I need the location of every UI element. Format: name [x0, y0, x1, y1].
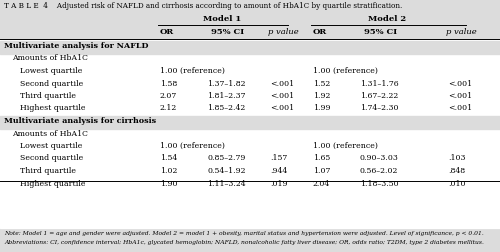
Text: OR: OR [160, 28, 174, 36]
Text: Amounts of HbA1C: Amounts of HbA1C [12, 54, 88, 62]
Bar [0, 41, 500, 53]
Text: <.001: <.001 [270, 92, 294, 100]
Bar [0, 230, 500, 252]
Text: 1.65: 1.65 [313, 154, 330, 163]
Bar [0, 14, 500, 27]
Text: p value: p value [268, 28, 299, 36]
Text: Lowest quartile: Lowest quartile [20, 67, 82, 75]
Text: 0.54–1.92: 0.54–1.92 [207, 167, 246, 175]
Text: Third quartile: Third quartile [20, 92, 76, 100]
Text: Multivariate analysis for cirrhosis: Multivariate analysis for cirrhosis [4, 117, 156, 125]
Bar [0, 40, 500, 228]
Text: Model 1: Model 1 [203, 15, 241, 23]
Bar [0, 0, 500, 14]
Text: 0.90–3.03: 0.90–3.03 [360, 154, 399, 163]
Text: Second quartile: Second quartile [20, 79, 83, 87]
Text: 1.37–1.82: 1.37–1.82 [207, 79, 246, 87]
Text: 0.85–2.79: 0.85–2.79 [207, 154, 246, 163]
Text: p value: p value [446, 28, 477, 36]
Text: Highest quartile: Highest quartile [20, 179, 86, 187]
Text: .019: .019 [270, 179, 287, 187]
Text: 95% CI: 95% CI [211, 28, 244, 36]
Text: 1.00 (reference): 1.00 (reference) [313, 67, 378, 75]
Text: 1.85–2.42: 1.85–2.42 [207, 105, 245, 112]
Text: Second quartile: Second quartile [20, 154, 83, 163]
Text: 95% CI: 95% CI [364, 28, 397, 36]
Text: Multivariate analysis for NAFLD: Multivariate analysis for NAFLD [4, 42, 148, 50]
Text: .848: .848 [448, 167, 465, 175]
Bar [0, 116, 500, 129]
Text: 1.90: 1.90 [160, 179, 178, 187]
Text: 0.56–2.02: 0.56–2.02 [360, 167, 399, 175]
Text: Lowest quartile: Lowest quartile [20, 142, 82, 150]
Text: 1.00 (reference): 1.00 (reference) [160, 67, 225, 75]
Text: <.001: <.001 [448, 105, 472, 112]
Bar [0, 27, 500, 40]
Text: 1.07: 1.07 [313, 167, 330, 175]
Text: .103: .103 [448, 154, 466, 163]
Text: Abbreviations: CI, confidence interval; HbA1c, glycated hemoglobin; NAFLD, nonal: Abbreviations: CI, confidence interval; … [4, 240, 484, 245]
Text: OR: OR [313, 28, 327, 36]
Text: <.001: <.001 [448, 79, 472, 87]
Text: 1.67–2.22: 1.67–2.22 [360, 92, 398, 100]
Text: Amounts of HbA1C: Amounts of HbA1C [12, 130, 88, 138]
Text: 1.31–1.76: 1.31–1.76 [360, 79, 399, 87]
Text: 1.00 (reference): 1.00 (reference) [160, 142, 225, 150]
Text: <.001: <.001 [270, 105, 294, 112]
Text: <.001: <.001 [448, 92, 472, 100]
Text: 1.00 (reference): 1.00 (reference) [313, 142, 378, 150]
Text: Third quartile: Third quartile [20, 167, 76, 175]
Text: 1.74–2.30: 1.74–2.30 [360, 105, 399, 112]
Text: .944: .944 [270, 167, 287, 175]
Text: Model 2: Model 2 [368, 15, 406, 23]
Text: .010: .010 [448, 179, 466, 187]
Text: 1.92: 1.92 [313, 92, 330, 100]
Text: 1.81–2.37: 1.81–2.37 [207, 92, 246, 100]
Text: 1.58: 1.58 [160, 79, 177, 87]
Text: Note: Model 1 = age and gender were adjusted. Model 2 = model 1 + obesity, marit: Note: Model 1 = age and gender were adju… [4, 231, 484, 236]
Text: Highest quartile: Highest quartile [20, 105, 86, 112]
Text: <.001: <.001 [270, 79, 294, 87]
Text: 2.04: 2.04 [313, 179, 330, 187]
Text: 1.18–3.50: 1.18–3.50 [360, 179, 399, 187]
Text: 1.11–3.24: 1.11–3.24 [207, 179, 246, 187]
Text: 1.99: 1.99 [313, 105, 330, 112]
Text: 1.02: 1.02 [160, 167, 178, 175]
Text: 2.07: 2.07 [160, 92, 177, 100]
Text: 1.52: 1.52 [313, 79, 330, 87]
Text: .157: .157 [270, 154, 287, 163]
Text: T A B L E  4    Adjusted risk of NAFLD and cirrhosis according to amount of HbA1: T A B L E 4 Adjusted risk of NAFLD and c… [4, 2, 402, 10]
Text: 2.12: 2.12 [160, 105, 177, 112]
Text: 1.54: 1.54 [160, 154, 177, 163]
